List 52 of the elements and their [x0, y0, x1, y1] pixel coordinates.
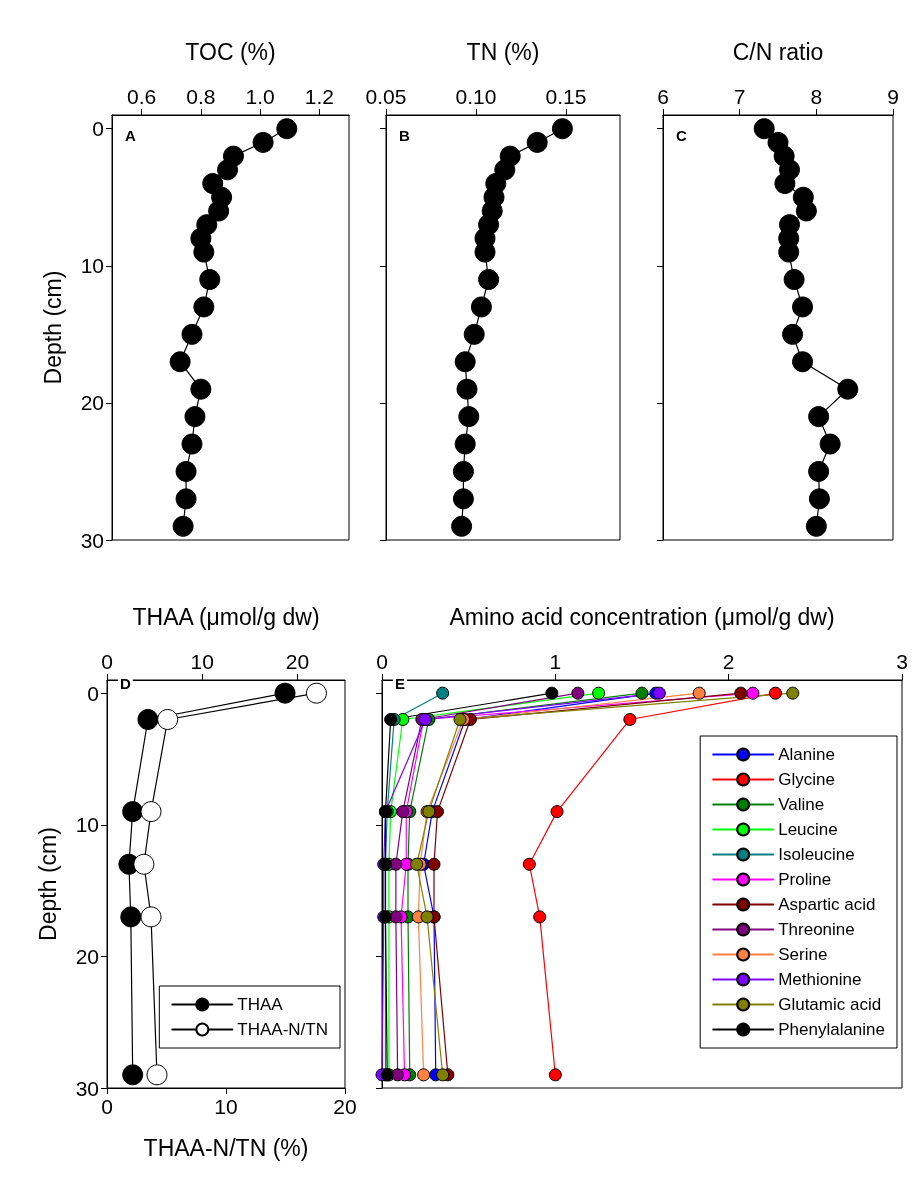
- y-axis-title: Depth (cm): [39, 270, 66, 385]
- x-tick-label: 7: [733, 85, 746, 108]
- x-tick-label: 10: [214, 1095, 238, 1118]
- y-tick-label: 30: [75, 1076, 99, 1100]
- y-tick-label: 0: [87, 681, 99, 705]
- x-tick-label: 3: [896, 650, 908, 673]
- legend-label: Phenylalanine: [778, 1020, 886, 1039]
- legend-label: Serine: [778, 945, 828, 964]
- legend-label: Proline: [778, 870, 832, 889]
- x-tick-label: 1.0: [245, 85, 275, 108]
- legend-label: Methionine: [778, 970, 862, 989]
- x-tick-label: 1.2: [304, 85, 334, 108]
- y-tick-label: 30: [80, 528, 104, 552]
- x-tick-label: 0: [376, 650, 388, 673]
- x-axis-title: Amino acid concentration (μmol/g dw): [449, 603, 835, 630]
- x-tick-label: 6: [657, 85, 669, 108]
- legend-label: Leucine: [778, 820, 838, 839]
- y-tick-label: 10: [75, 813, 99, 837]
- legend-label: Aspartic acid: [778, 895, 876, 914]
- legend-label: THAA: [237, 995, 284, 1014]
- y-tick-label: 20: [75, 944, 99, 968]
- legend-label: Isoleucine: [778, 845, 855, 864]
- annotation: D: [120, 675, 131, 692]
- y-tick-label: 0: [92, 117, 104, 141]
- legend-label: THAA-N/TN: [237, 1020, 329, 1039]
- annotation: E: [395, 675, 406, 692]
- legend-label: Valine: [778, 795, 825, 814]
- x-tick-label: 0.8: [186, 85, 216, 108]
- legend-label: Threonine: [778, 920, 855, 939]
- x-tick-label: 2: [722, 650, 735, 673]
- legend-label: Alanine: [778, 745, 835, 764]
- x-axis-title: C/N ratio: [732, 38, 824, 65]
- annotation: A: [125, 127, 136, 144]
- x-axis-title: THAA-N/TN (%): [143, 1134, 309, 1161]
- x-tick-label: 0.05: [365, 85, 407, 108]
- x-tick-label: 9: [887, 85, 899, 108]
- legend-label: Glycine: [778, 770, 835, 789]
- x2-axis-title: THAA (μmol/g dw): [132, 603, 320, 630]
- x-tick-label: 0.10: [455, 85, 497, 108]
- annotation: C: [676, 127, 687, 144]
- y-tick-label: 20: [80, 391, 104, 415]
- y-tick-label: 10: [80, 254, 104, 278]
- x-tick-label: 20: [333, 1095, 357, 1118]
- x-tick-label: 0.15: [545, 85, 587, 108]
- y-axis-title: Depth (cm): [34, 827, 61, 941]
- x-axis-title: TN (%): [466, 38, 540, 65]
- x-tick-label: 1: [549, 650, 562, 673]
- x-tick-label: 8: [810, 85, 823, 108]
- x-axis-title: TOC (%): [185, 38, 276, 65]
- annotation: B: [399, 127, 410, 144]
- x-tick-label: 0.6: [127, 85, 157, 108]
- legend-label: Glutamic acid: [778, 995, 882, 1014]
